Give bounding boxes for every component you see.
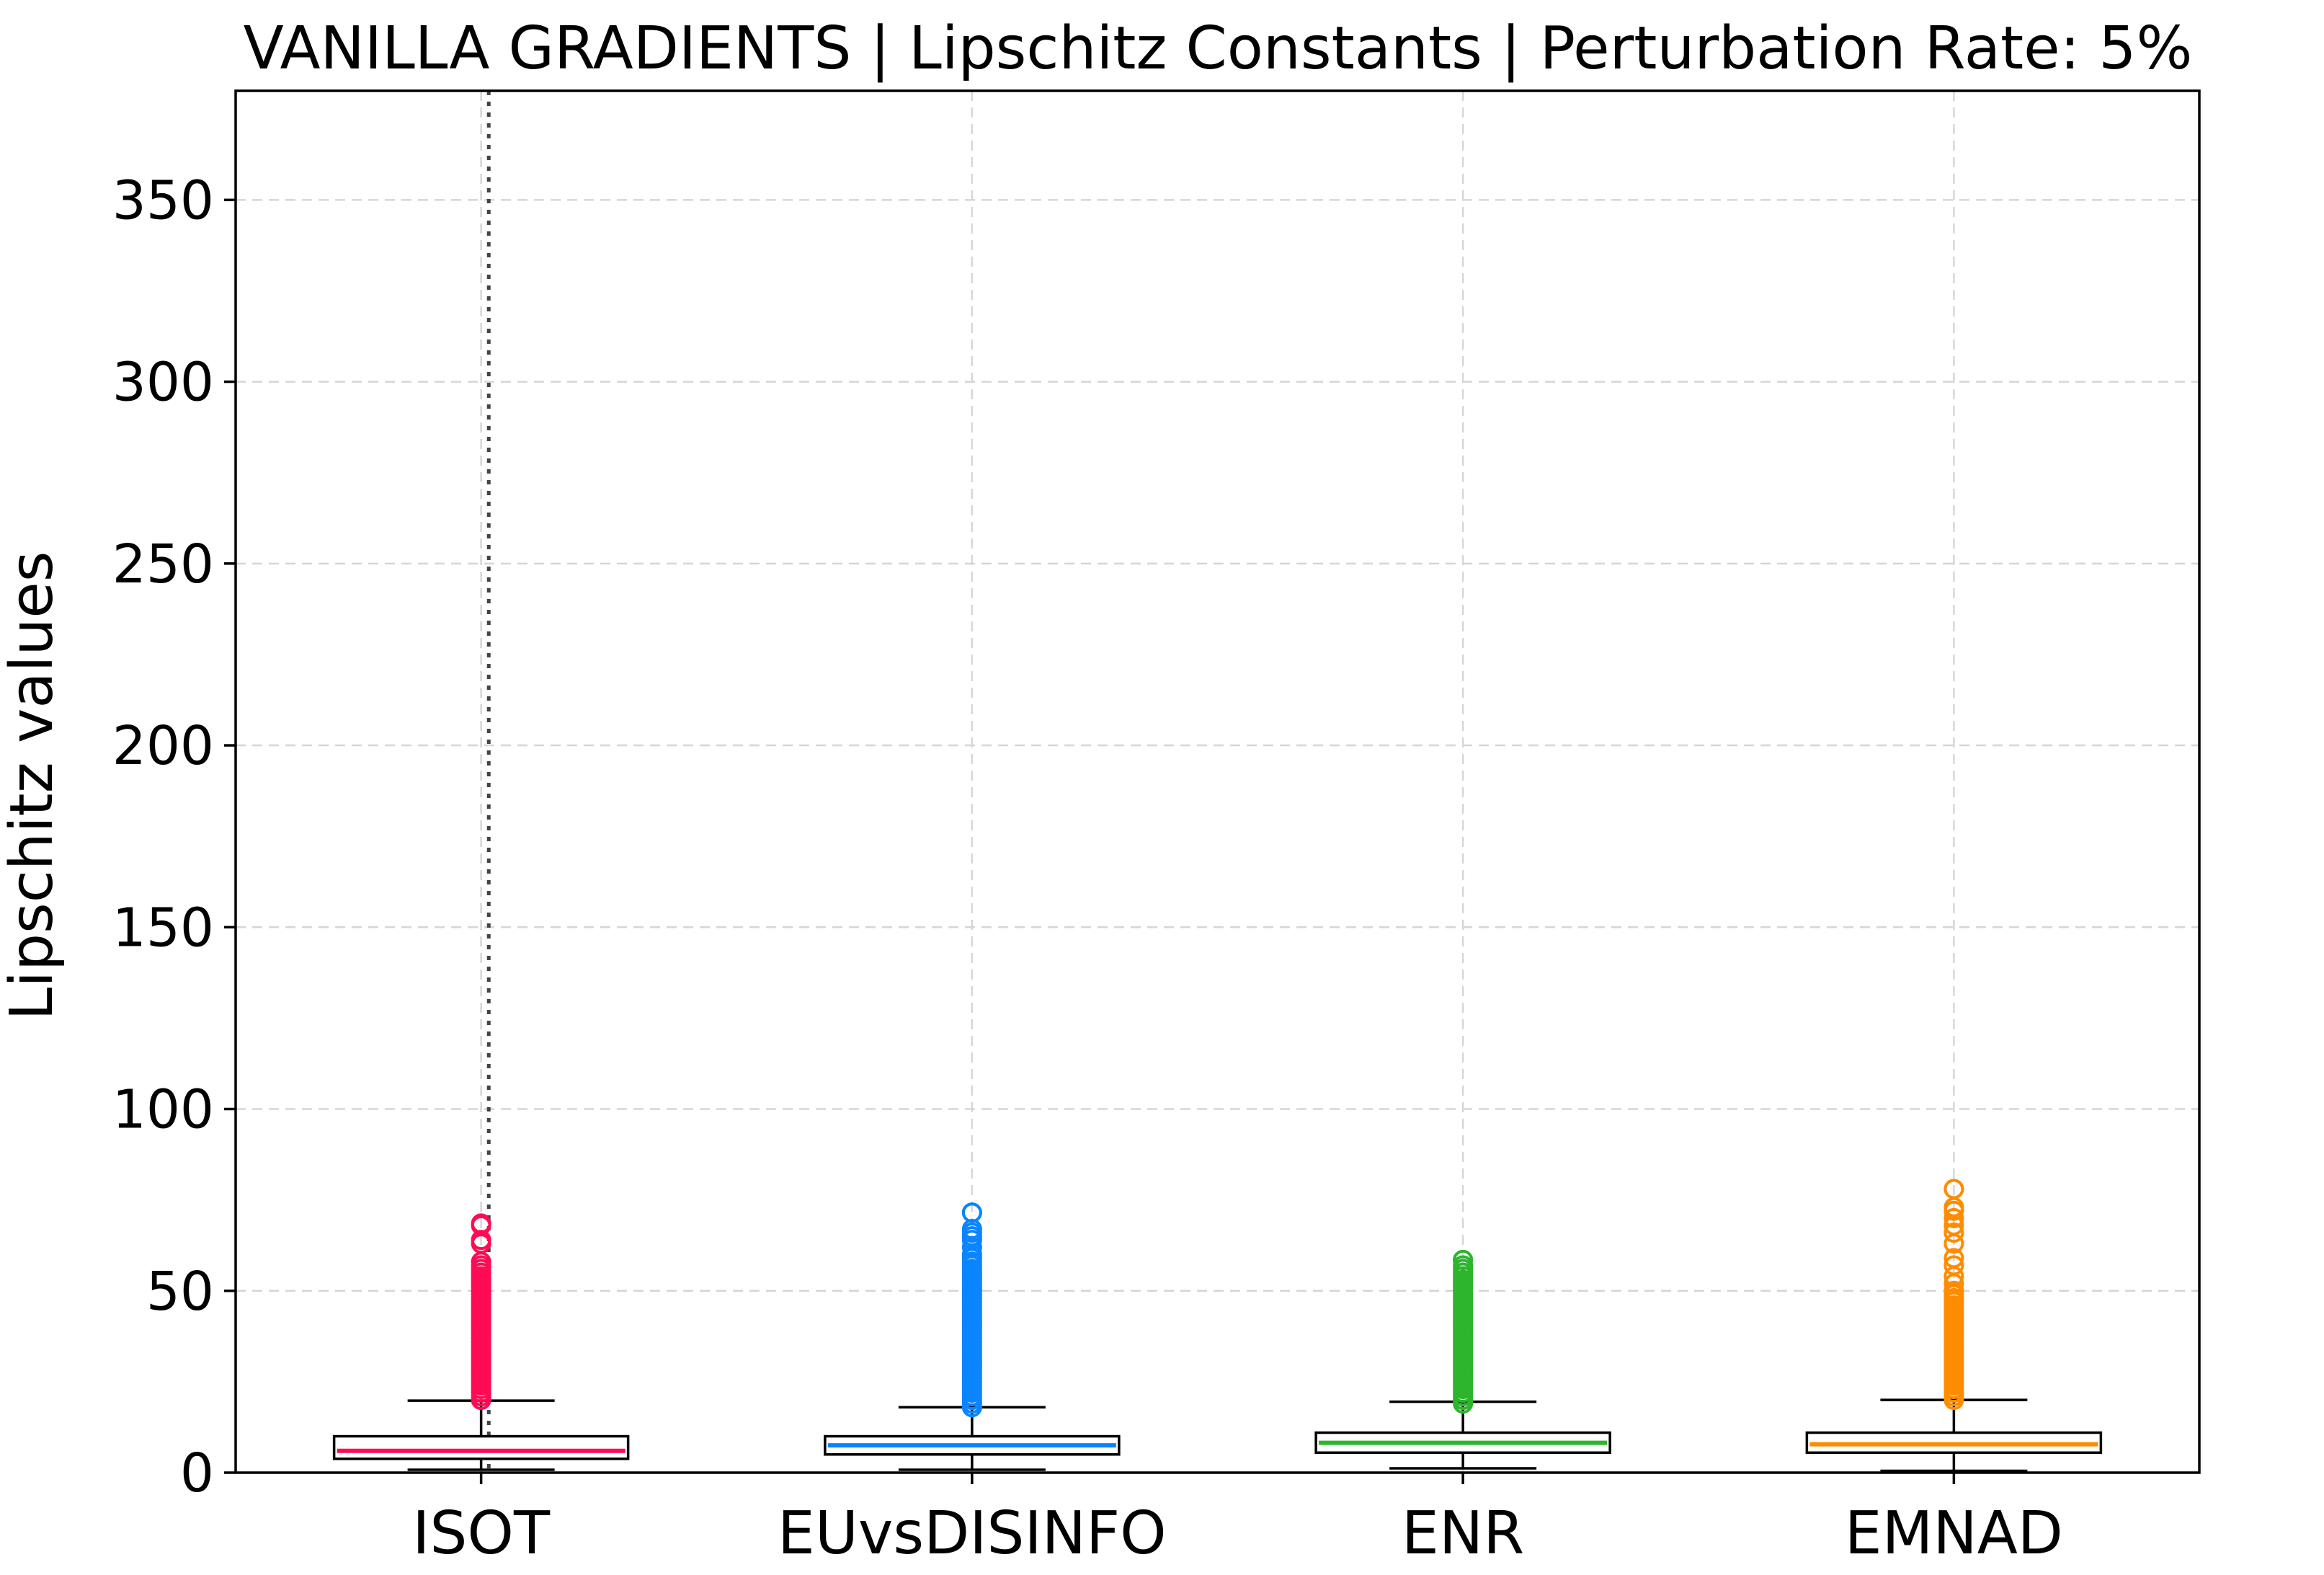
outlier-point: [1944, 1223, 1964, 1243]
grid-layer: [236, 91, 2199, 1474]
axis-layer: 0 50 100 150 200 250 300 350 ISOT EUvsDISINFO ENR E…: [112, 169, 2063, 1568]
y-tick-label: 350: [112, 169, 214, 231]
box-group-isot: [332, 1213, 630, 1471]
y-tick-label: 100: [112, 1079, 214, 1141]
max-outlier-point: [961, 1202, 982, 1223]
y-tick-label: 150: [112, 897, 214, 959]
x-tick-label: EUvsDISINFO: [778, 1499, 1167, 1568]
y-tick-label: 50: [146, 1261, 214, 1323]
y-tick-label: 300: [112, 352, 214, 414]
box-group-enr: [1314, 1249, 1611, 1470]
outlier-point: [1944, 1280, 1964, 1301]
box-group-euvsdisinfo: [824, 1202, 1121, 1471]
outlier-point: [1944, 1207, 1964, 1228]
outlier-point: [1944, 1248, 1964, 1269]
box-layer: [332, 1179, 2103, 1473]
chart-title: VANILLA GRADIENTS | Lipschitz Constants …: [244, 14, 2193, 83]
outlier-point: [1453, 1255, 1474, 1276]
max-outlier-point: [471, 1213, 491, 1234]
x-tick-label: ISOT: [412, 1499, 551, 1568]
outlier-point: [1944, 1255, 1964, 1276]
y-tick-label: 200: [112, 715, 214, 777]
y-tick-label: 250: [112, 533, 214, 595]
plot-frame: [234, 89, 2201, 1474]
x-tick-label: ENR: [1402, 1499, 1524, 1568]
box-group-emnad: [1805, 1179, 2103, 1473]
max-outlier-point: [1944, 1179, 1964, 1199]
y-tick-label: 0: [180, 1442, 214, 1504]
x-tick-label: EMNAD: [1845, 1499, 2063, 1568]
iqr-box: [332, 1434, 630, 1460]
max-outlier-point: [1453, 1249, 1474, 1270]
y-axis-label: Lipschitz values: [0, 551, 66, 1020]
